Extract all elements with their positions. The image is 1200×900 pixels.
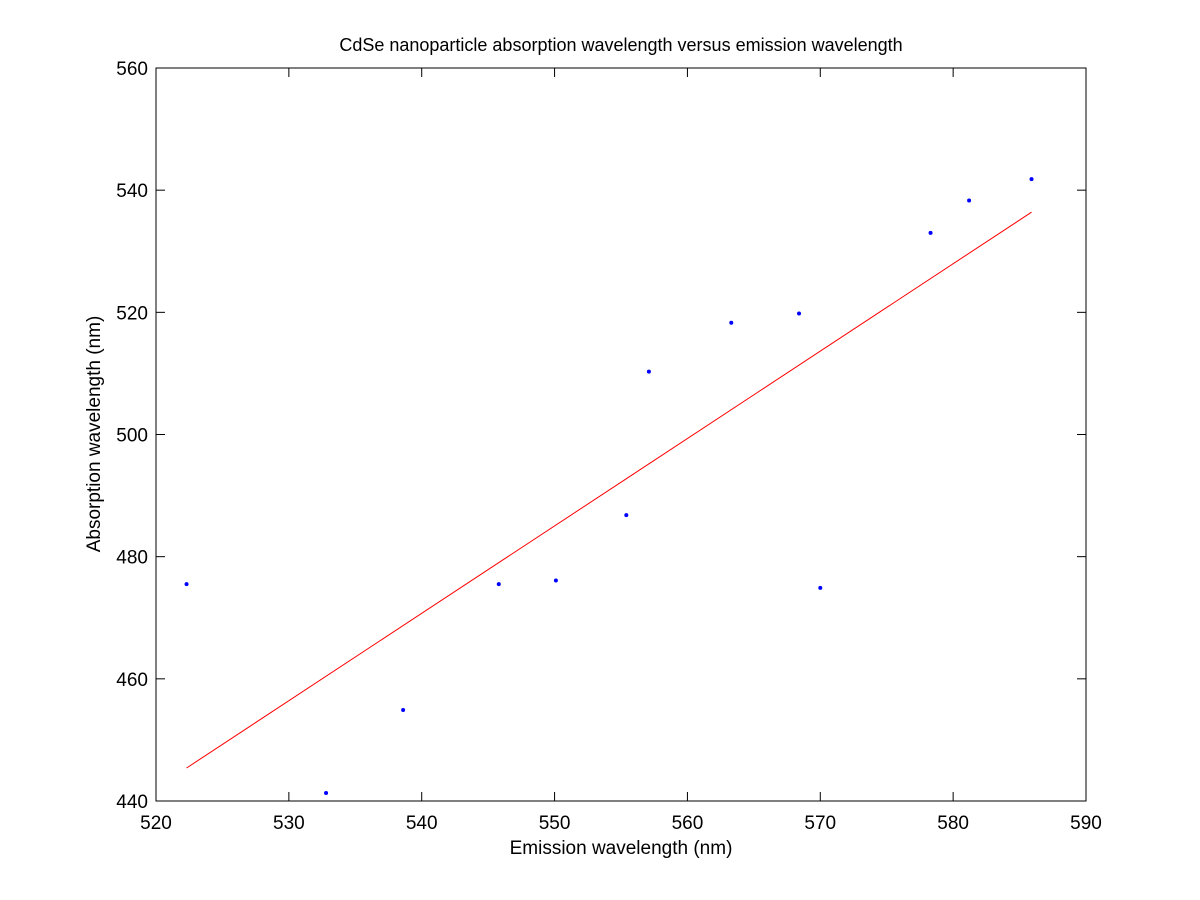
data-point: [553, 578, 558, 583]
y-tick-label: 540: [116, 181, 148, 202]
data-point: [401, 707, 406, 712]
x-axis: 520 530 540 550 560 570 580 590: [140, 68, 1102, 834]
x-tick-label: 520: [140, 813, 172, 834]
data-point: [624, 513, 629, 518]
x-tick-label: 530: [273, 813, 305, 834]
x-tick-label: 590: [1070, 813, 1102, 834]
x-tick-label: 570: [804, 813, 836, 834]
data-point: [818, 585, 823, 590]
y-axis: 440 460 480 500 520 540 560: [116, 59, 1086, 813]
chart-title: CdSe nanoparticle absorption wavelength …: [339, 35, 902, 55]
data-point: [646, 369, 651, 374]
y-tick-label: 500: [116, 426, 148, 447]
data-point: [797, 311, 802, 316]
data-point: [1029, 177, 1034, 182]
y-tick-label: 440: [116, 792, 148, 813]
y-axis-title: Absorption wavelength (nm): [84, 316, 105, 553]
fit-line: [186, 211, 1032, 769]
y-tick-label: 460: [116, 670, 148, 691]
data-point: [967, 198, 972, 203]
x-axis-title: Emission wavelength (nm): [510, 838, 733, 859]
data-point: [928, 230, 933, 235]
data-point: [324, 791, 329, 796]
x-tick-label: 580: [937, 813, 969, 834]
y-tick-label: 480: [116, 548, 148, 569]
data-point: [729, 320, 734, 325]
x-tick-label: 560: [672, 813, 704, 834]
y-tick-label: 560: [116, 59, 148, 80]
x-tick-label: 540: [406, 813, 438, 834]
x-tick-label: 550: [539, 813, 571, 834]
plot-area: [155, 67, 1087, 802]
data-point: [184, 582, 189, 587]
series-layer: [184, 177, 1034, 796]
y-tick-label: 520: [116, 303, 148, 324]
data-point: [496, 582, 501, 587]
